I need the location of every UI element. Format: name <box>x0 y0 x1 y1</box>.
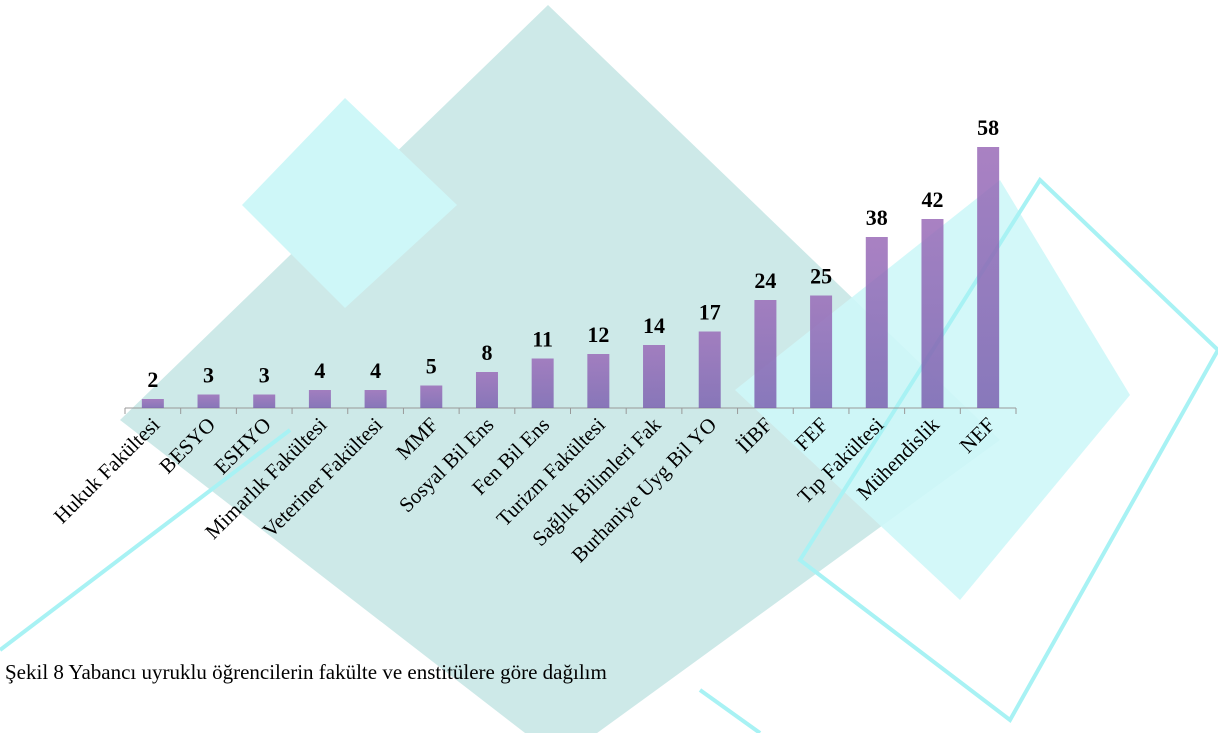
bg-line <box>0 428 292 652</box>
value-label: 58 <box>977 115 999 140</box>
bar <box>364 390 387 408</box>
bar <box>810 295 833 408</box>
bar <box>754 300 777 408</box>
bar <box>253 394 276 408</box>
bar <box>698 331 721 408</box>
value-label: 14 <box>643 313 665 338</box>
bg-diamond <box>120 5 1000 733</box>
bar <box>531 358 554 408</box>
value-label: 4 <box>370 358 381 383</box>
x-tick-label: Hukuk Fakültesi <box>49 412 165 528</box>
bar <box>141 399 164 408</box>
value-label: 12 <box>587 322 609 347</box>
value-label: 24 <box>754 268 776 293</box>
bar <box>921 219 944 408</box>
value-label: 38 <box>866 205 888 230</box>
value-label: 3 <box>259 363 270 388</box>
bar <box>308 390 331 408</box>
value-label: 4 <box>314 358 325 383</box>
bar <box>475 372 498 408</box>
value-label: 25 <box>810 264 832 289</box>
value-label: 3 <box>203 363 214 388</box>
bar <box>865 237 888 408</box>
value-label: 11 <box>532 327 553 352</box>
bar <box>197 394 220 408</box>
caption: Şekil 8 Yabancı uyruklu öğrencilerin fak… <box>5 660 607 684</box>
bar <box>420 385 443 408</box>
value-label: 8 <box>481 340 492 365</box>
bg-diamond-small <box>242 98 457 308</box>
value-label: 42 <box>921 187 943 212</box>
bar <box>643 345 666 408</box>
value-label: 2 <box>147 367 158 392</box>
value-label: 5 <box>426 354 437 379</box>
value-label: 17 <box>699 300 721 325</box>
bar <box>587 354 610 408</box>
bar <box>977 147 1000 408</box>
bg-line <box>698 688 762 733</box>
bg-outline <box>797 176 1218 723</box>
